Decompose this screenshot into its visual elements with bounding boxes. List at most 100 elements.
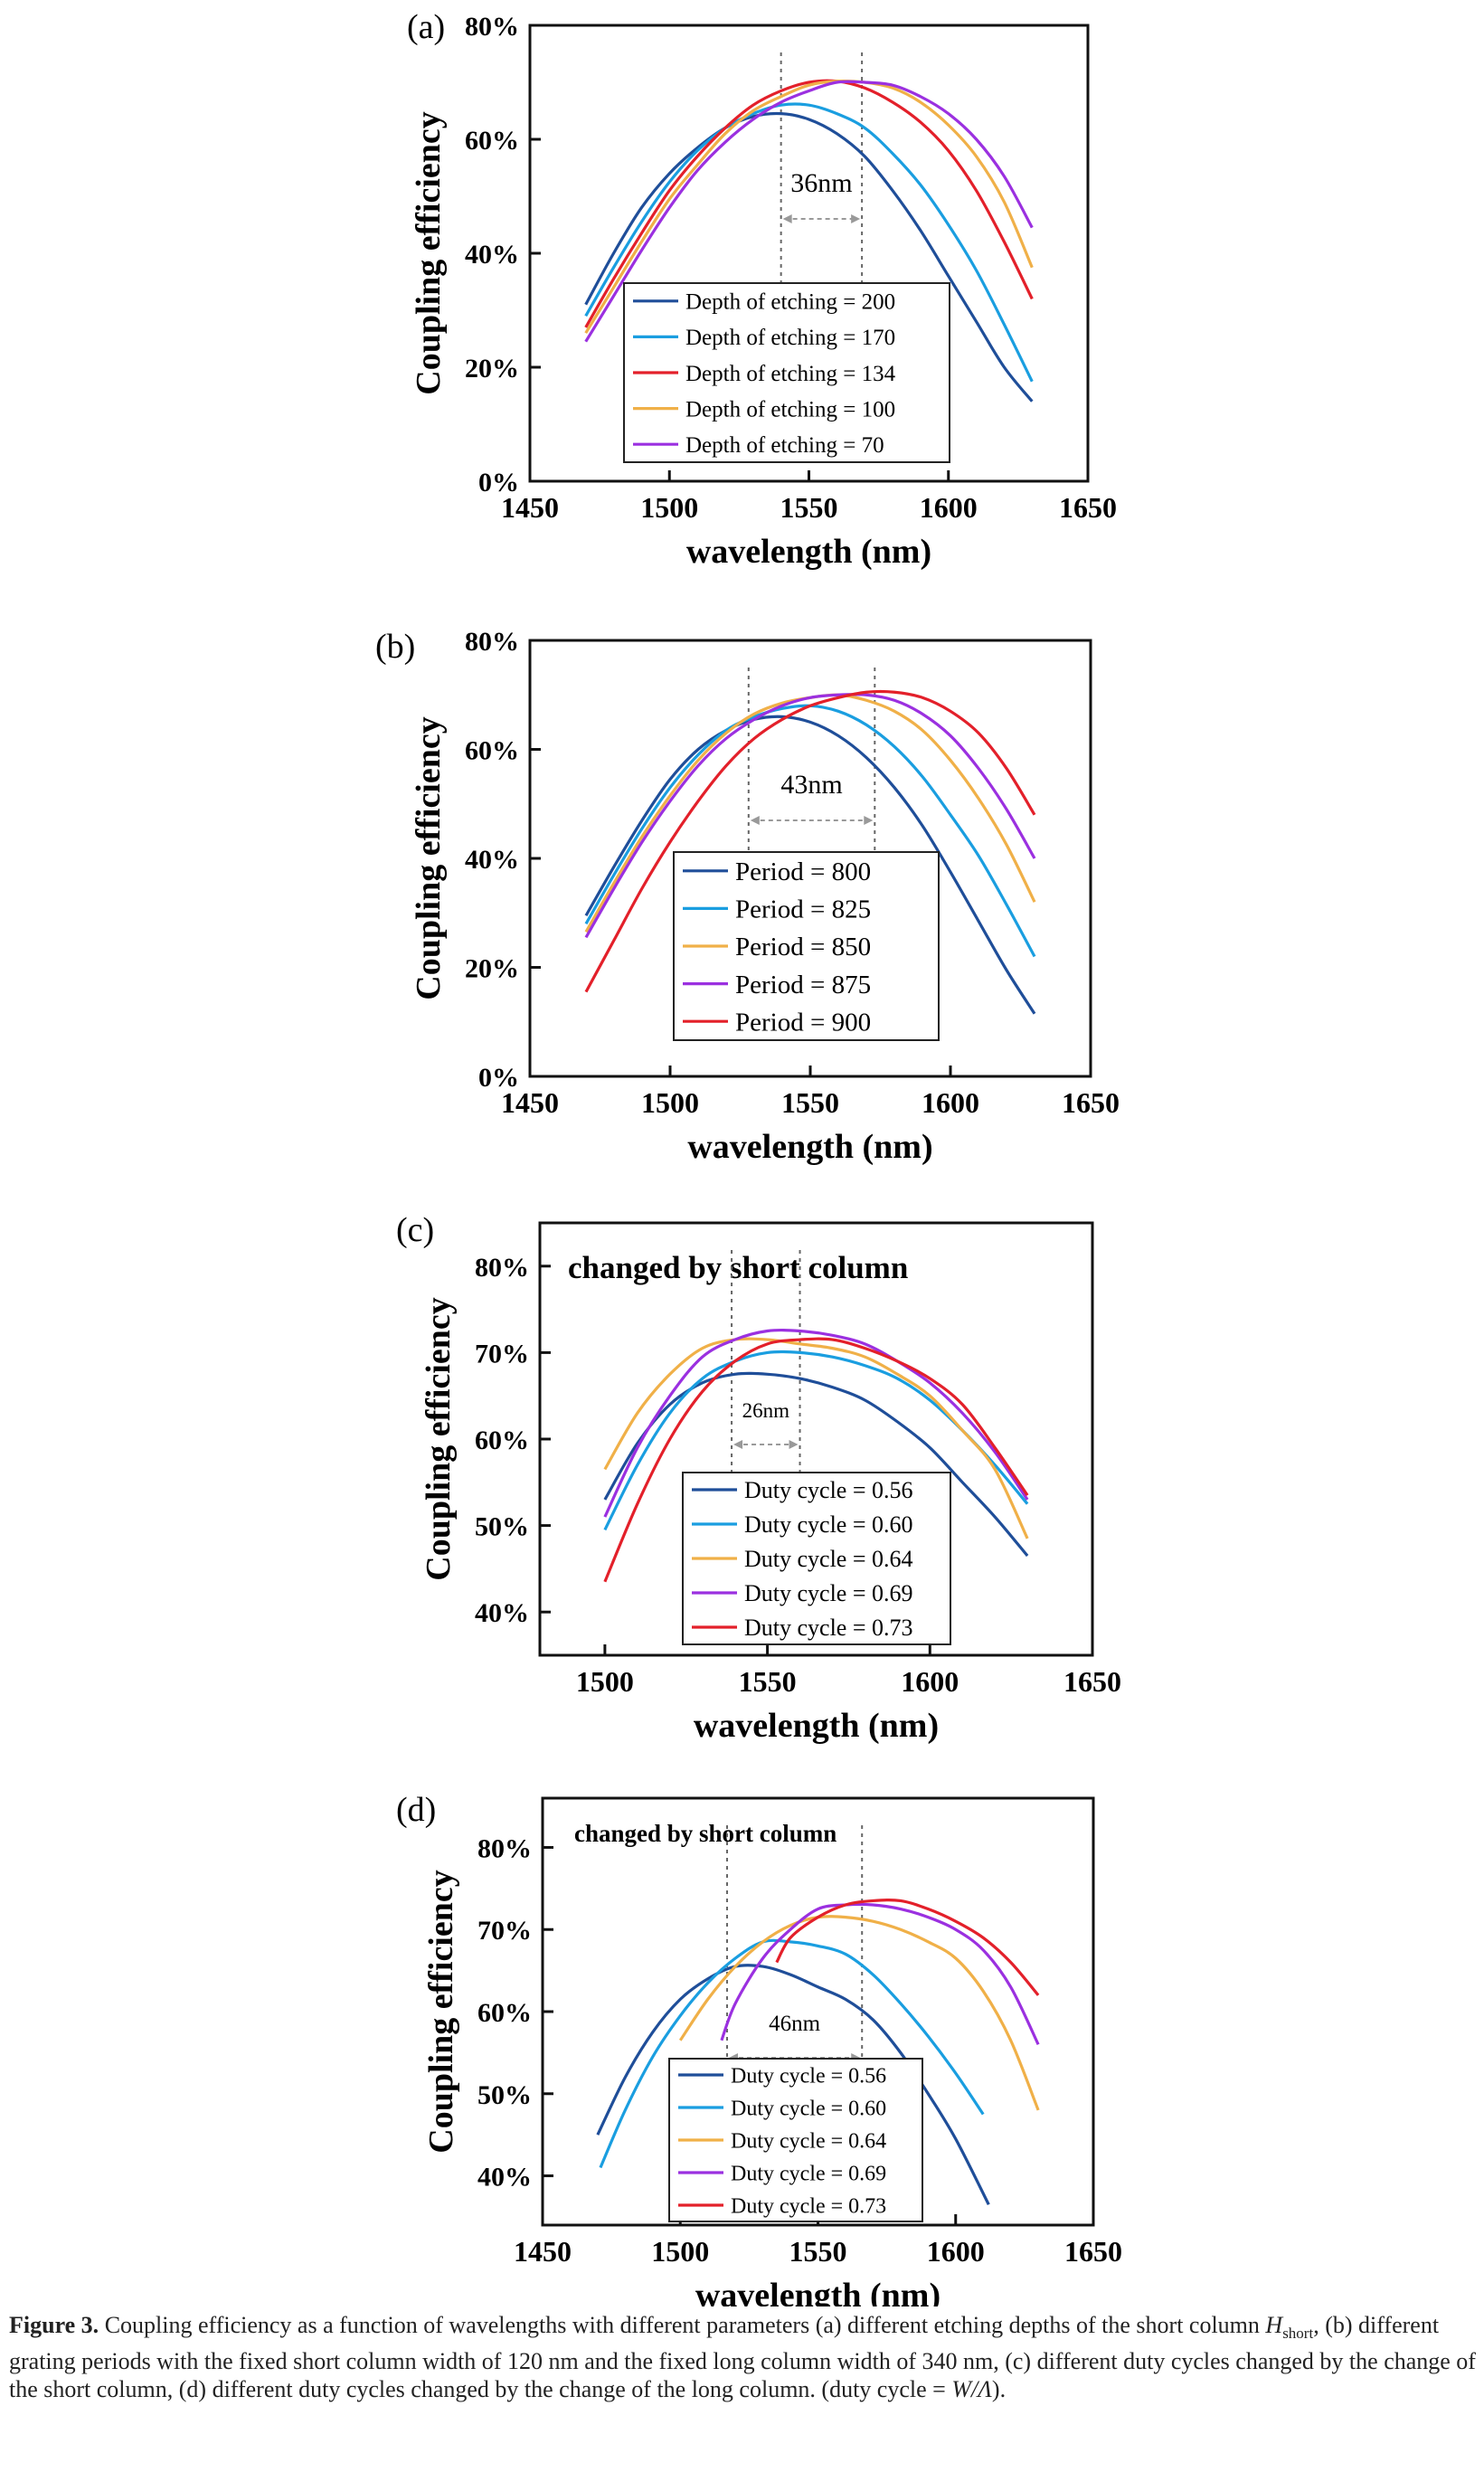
series-line-1 (603, 1371, 1029, 1558)
series-line-4 (603, 1328, 1029, 1518)
y-tick-label: 20% (465, 354, 519, 384)
legend-label: Duty cycle = 0.60 (731, 2097, 886, 2120)
caption-label: Figure 3. (9, 2312, 99, 2338)
y-tick-label: 0% (478, 468, 519, 497)
x-tick-label: 1600 (901, 1665, 959, 1698)
x-tick-label: 1600 (920, 491, 978, 524)
arrow-head-right (864, 816, 874, 825)
caption-h-sub: short (1282, 2325, 1314, 2343)
y-tick-label: 60% (477, 1998, 532, 2028)
y-axis-label: Coupling efficiency (420, 1297, 458, 1580)
x-tick-label: 1600 (922, 1086, 979, 1119)
series-line-5 (775, 1898, 1040, 1996)
x-tick-label: 1650 (1064, 2235, 1122, 2268)
panel-label: (a) (407, 8, 445, 46)
y-tick-label: 70% (477, 1916, 532, 1946)
series-line-1 (596, 1964, 990, 2206)
y-tick-label: 60% (465, 736, 519, 766)
shift-annotation: 46nm (769, 2012, 821, 2036)
x-tick-label: 1550 (789, 2235, 847, 2268)
legend-label: Period = 825 (735, 895, 871, 924)
series-line-4 (584, 693, 1036, 939)
caption-text-3: ). (991, 2376, 1007, 2403)
x-tick-label: 1450 (514, 2235, 572, 2268)
y-tick-label: 20% (465, 954, 519, 984)
panel-label: (d) (396, 1791, 436, 1829)
x-tick-label: 1550 (739, 1665, 797, 1698)
series-line-1 (584, 715, 1036, 1015)
x-axis-label: wavelength (nm) (694, 1707, 939, 1745)
legend-label: Period = 800 (735, 857, 871, 886)
series-line-5 (603, 1337, 1029, 1583)
legend-label: Period = 850 (735, 933, 871, 961)
legend-label: Duty cycle = 0.73 (744, 1615, 913, 1641)
chart-panel-1: (a) 1450 1500 1550 1600 1650 0% 20% 40% 60% 80% wav… (407, 8, 1117, 571)
x-tick-label: 1450 (501, 491, 559, 524)
series-line-5 (584, 689, 1036, 993)
y-tick-label: 80% (475, 1253, 529, 1283)
y-tick-label: 60% (465, 126, 519, 156)
arrow-head-right (851, 214, 861, 223)
series-line-5 (584, 80, 1034, 343)
series-line-4 (584, 79, 1034, 335)
y-tick-label: 40% (465, 240, 519, 270)
legend-label: Duty cycle = 0.69 (731, 2162, 886, 2185)
arrow-head-left (733, 1440, 743, 1449)
legend-label: Period = 875 (735, 971, 871, 999)
figure-canvas: (a) 1450 1500 1550 1600 1650 0% 20% 40% 60% 80% wav… (375, 8, 1122, 2306)
chart-panel-3: (c) 1500 1550 1600 1650 40% 50% 60% 70% 80% wavele… (396, 1211, 1121, 1745)
arrow-head-right (789, 1440, 799, 1449)
legend-label: Period = 900 (735, 1008, 871, 1037)
y-tick-label: 80% (477, 1833, 532, 1863)
chart-panel-4: (d) 1450 1500 1550 1600 1650 40% 50% 60% 70% 80% wa… (396, 1791, 1122, 2306)
series-line-2 (584, 102, 1034, 383)
shift-annotation: 26nm (742, 1399, 790, 1422)
legend-label: Depth of etching = 170 (685, 326, 895, 350)
series-line-3 (678, 1915, 1040, 2111)
arrow-head-left (750, 816, 760, 825)
legend-label: Depth of etching = 134 (685, 362, 896, 386)
chart-panel-2: (b) 1450 1500 1550 1600 1650 0% 20% 40% 60% 80% wav… (375, 627, 1120, 1166)
chart-title: changed by short column (574, 1820, 837, 1847)
x-tick-label: 1500 (576, 1665, 634, 1698)
y-tick-label: 0% (478, 1063, 519, 1093)
legend-label: Depth of etching = 70 (685, 433, 884, 458)
legend-label: Duty cycle = 0.73 (731, 2194, 886, 2218)
panel-label: (c) (396, 1211, 434, 1249)
series-line-3 (603, 1337, 1029, 1539)
caption-h-symbol: H (1265, 2312, 1283, 2338)
caption-text-1: Coupling efficiency as a function of wav… (99, 2312, 1266, 2338)
shift-annotation: 36nm (790, 168, 852, 198)
series-line-3 (584, 79, 1034, 328)
arrow-head-left (782, 214, 792, 223)
legend-label: Depth of etching = 200 (685, 290, 895, 315)
y-tick-label: 80% (465, 12, 519, 42)
y-tick-label: 70% (475, 1339, 529, 1369)
legend-label: Duty cycle = 0.56 (744, 1477, 913, 1503)
x-axis-label: wavelength (nm) (695, 2277, 940, 2306)
series-line-1 (584, 111, 1034, 403)
series-line-2 (599, 1938, 985, 2169)
caption-text-2: , (b) different grating periods with the… (9, 2312, 1476, 2403)
x-tick-label: 1500 (641, 1086, 699, 1119)
legend-label: Depth of etching = 100 (685, 397, 895, 421)
figure-caption: Figure 3. Coupling efficiency as a funct… (9, 2311, 1479, 2403)
y-tick-label: 80% (465, 627, 519, 657)
series-line-4 (720, 1902, 1040, 2046)
y-tick-label: 40% (475, 1598, 529, 1628)
y-tick-label: 40% (477, 2163, 532, 2193)
x-tick-label: 1500 (640, 491, 698, 524)
y-axis-label: Coupling efficiency (410, 111, 448, 394)
x-tick-label: 1500 (651, 2235, 709, 2268)
chart-title: changed by short column (568, 1250, 908, 1285)
legend-label: Duty cycle = 0.60 (744, 1511, 913, 1538)
y-axis-label: Coupling efficiency (422, 1870, 460, 2153)
caption-w-symbol: W/Λ (951, 2376, 992, 2403)
legend-label: Duty cycle = 0.64 (744, 1546, 913, 1572)
y-tick-label: 60% (475, 1425, 529, 1455)
x-tick-label: 1550 (781, 1086, 839, 1119)
y-tick-label: 40% (465, 845, 519, 875)
y-axis-label: Coupling efficiency (410, 716, 448, 999)
panel-label: (b) (375, 628, 415, 666)
legend-label: Duty cycle = 0.56 (731, 2064, 886, 2088)
